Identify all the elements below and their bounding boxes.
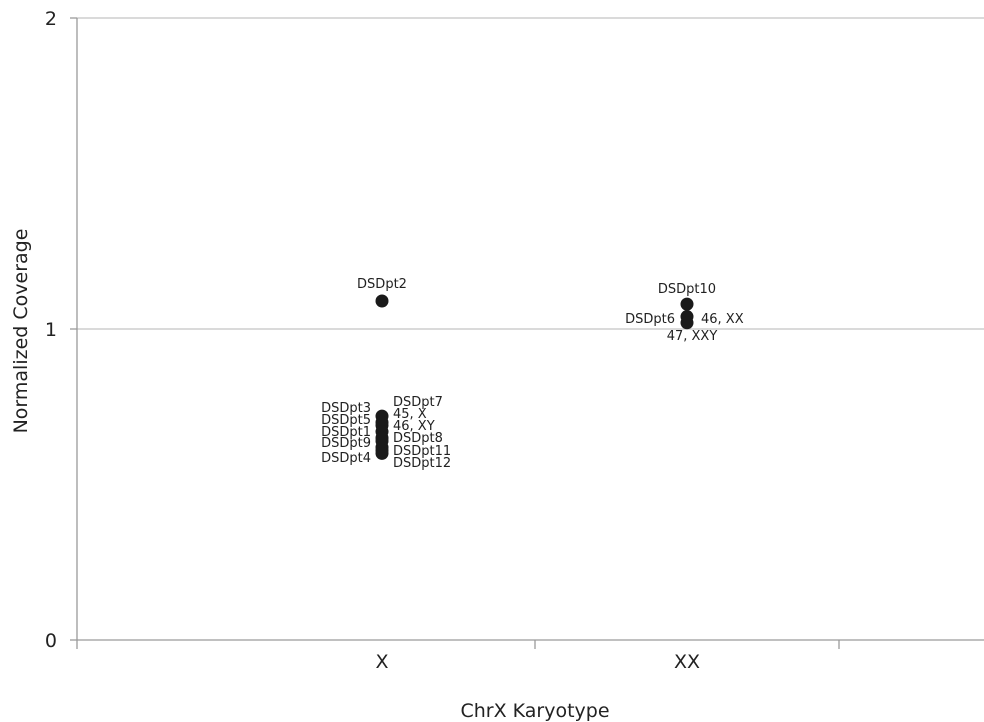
karyotype-annotation: 46, XY [393,419,435,434]
y-tick-label: 1 [45,319,57,341]
karyotype-annotation: 46, XX [701,312,744,327]
point-label: DSDpt12 [393,456,451,471]
x-tick-label: X [375,651,388,673]
karyotype-annotation: 45, X [393,407,427,422]
annotations: 45, X46, XY 46, XX 47, XXY [393,312,744,434]
data-point [680,297,694,311]
point-label: DSDpt7 [393,395,443,410]
point-label: DSDpt9 [321,436,371,451]
point-label: DSDpt10 [658,282,716,297]
point-label: DSDpt4 [321,451,371,466]
axes [70,17,984,649]
point-label: DSDpt5 [321,413,371,428]
point-label: DSDpt1 [321,425,371,440]
y-tick-label: 0 [45,630,57,652]
data-point [375,294,389,308]
y-axis-title: Normalized Coverage [10,229,32,434]
y-tick-label: 2 [45,8,57,30]
point-label: DSDpt11 [393,444,451,459]
point-label: DSDpt3 [321,401,371,416]
karyotype-annotation: 47, XXY [667,329,718,344]
x-tick-label: XX [674,651,700,673]
x-axis-title: ChrX Karyotype [460,700,609,722]
point-label: DSDpt2 [357,277,407,292]
point-label: DSDpt6 [625,312,675,327]
point-label: DSDpt8 [393,431,443,446]
data-point [680,316,694,330]
gridlines [77,17,984,330]
data-points [375,294,694,460]
data-point [375,446,389,460]
